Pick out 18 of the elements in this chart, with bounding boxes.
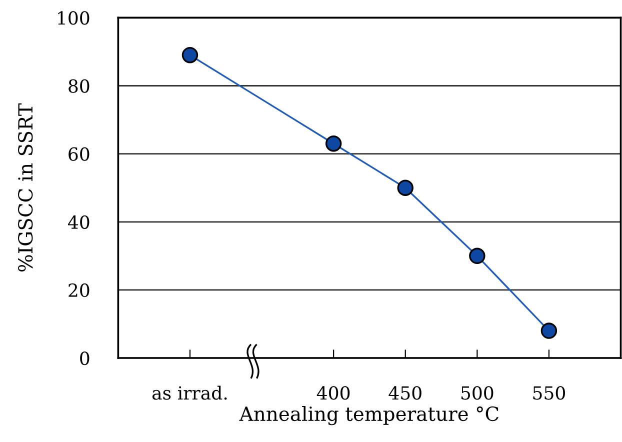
y-axis-title: %IGSCC in SSRT	[18, 103, 33, 272]
y-tick-label: 100	[58, 11, 90, 25]
x-tick-label: as irrad.	[152, 386, 227, 400]
y-tick-label: 20	[68, 283, 90, 298]
y-tick-label: 0	[80, 351, 90, 366]
y-tick-label: 80	[68, 79, 90, 93]
point	[182, 47, 198, 64]
x-axis-title: Annealing temperature °C	[239, 406, 498, 426]
x-tick-label: 550	[533, 386, 565, 400]
point	[325, 135, 342, 152]
x-tick-label: 400	[316, 386, 350, 400]
point	[397, 180, 414, 196]
y-tick-label: 40	[68, 215, 90, 229]
point	[540, 322, 558, 339]
x-tick-label: 450	[388, 386, 422, 400]
point	[469, 248, 486, 264]
y-tick-label: 60	[68, 147, 90, 161]
x-tick-label: 500	[461, 386, 494, 400]
